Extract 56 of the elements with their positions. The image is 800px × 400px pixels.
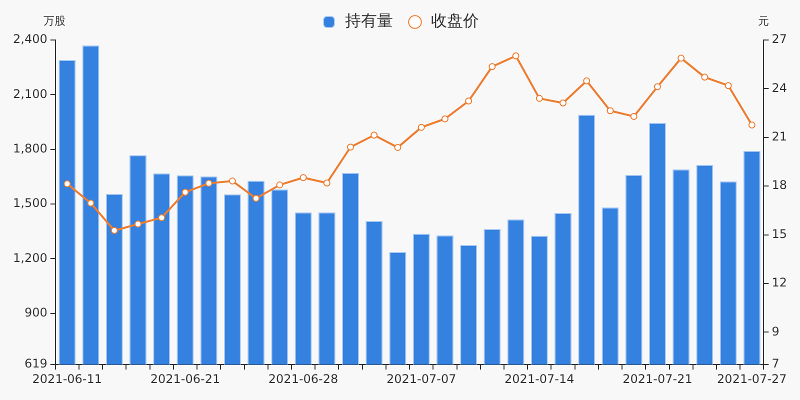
x-tick-label: 2021-07-21: [622, 372, 692, 386]
y2-tick-label: 24: [772, 80, 788, 95]
y-tick-label: 1,200: [12, 250, 48, 265]
point: [205, 180, 212, 187]
point: [300, 174, 307, 182]
point: [418, 124, 425, 131]
point: [465, 98, 472, 105]
y2-tick-label: 27: [772, 32, 788, 46]
y-tick-label: 1,500: [12, 196, 48, 210]
x-tick-label: 2021-06-21: [150, 372, 220, 386]
y-tick-label: 619: [24, 356, 48, 371]
point: [87, 200, 94, 207]
y-axis-title: 万股: [43, 14, 66, 28]
point: [158, 214, 166, 222]
point: [441, 115, 448, 122]
point: [654, 83, 661, 90]
y2-tick-label: 12: [772, 276, 788, 290]
y2-tick-label: 9: [772, 324, 780, 338]
point: [724, 82, 732, 90]
x-tick-label: 2021-07-07: [386, 372, 456, 386]
y2-tick-label: 18: [772, 178, 788, 192]
point: [64, 180, 71, 188]
legend-label: 持有量: [345, 11, 393, 30]
point: [323, 179, 330, 186]
y-tick-label: 900: [24, 306, 48, 320]
point: [134, 220, 142, 228]
point: [110, 227, 118, 234]
x-tick-label: 2021-06-28: [268, 372, 338, 386]
point: [560, 99, 567, 106]
point: [276, 181, 284, 188]
x-tick-label: 2021-07-14: [504, 372, 574, 386]
point: [748, 122, 756, 129]
y2-tick-label: 21: [772, 130, 788, 144]
y2-tick-label: 15: [772, 226, 788, 241]
y2-tick-label: 7: [772, 356, 780, 371]
point: [678, 54, 685, 62]
point: [488, 63, 496, 70]
y-tick-label: 2,100: [12, 86, 48, 101]
point: [630, 112, 638, 120]
point: [583, 77, 590, 84]
point: [606, 107, 614, 114]
point: [701, 74, 708, 81]
point: [536, 94, 543, 102]
point: [252, 194, 260, 202]
point: [182, 188, 189, 196]
point: [394, 144, 402, 151]
x-tick-label: 2021-07-27: [717, 372, 787, 386]
point: [347, 144, 354, 151]
point: [370, 132, 378, 139]
y2-axis-title: 元: [758, 14, 770, 28]
point: [228, 178, 236, 185]
y-tick-label: 1,800: [12, 141, 48, 156]
x-tick-label: 2021-06-11: [32, 372, 102, 386]
point: [512, 52, 520, 60]
y-tick-label: 2,400: [12, 32, 48, 46]
legend-label: 收盘价: [431, 11, 479, 30]
